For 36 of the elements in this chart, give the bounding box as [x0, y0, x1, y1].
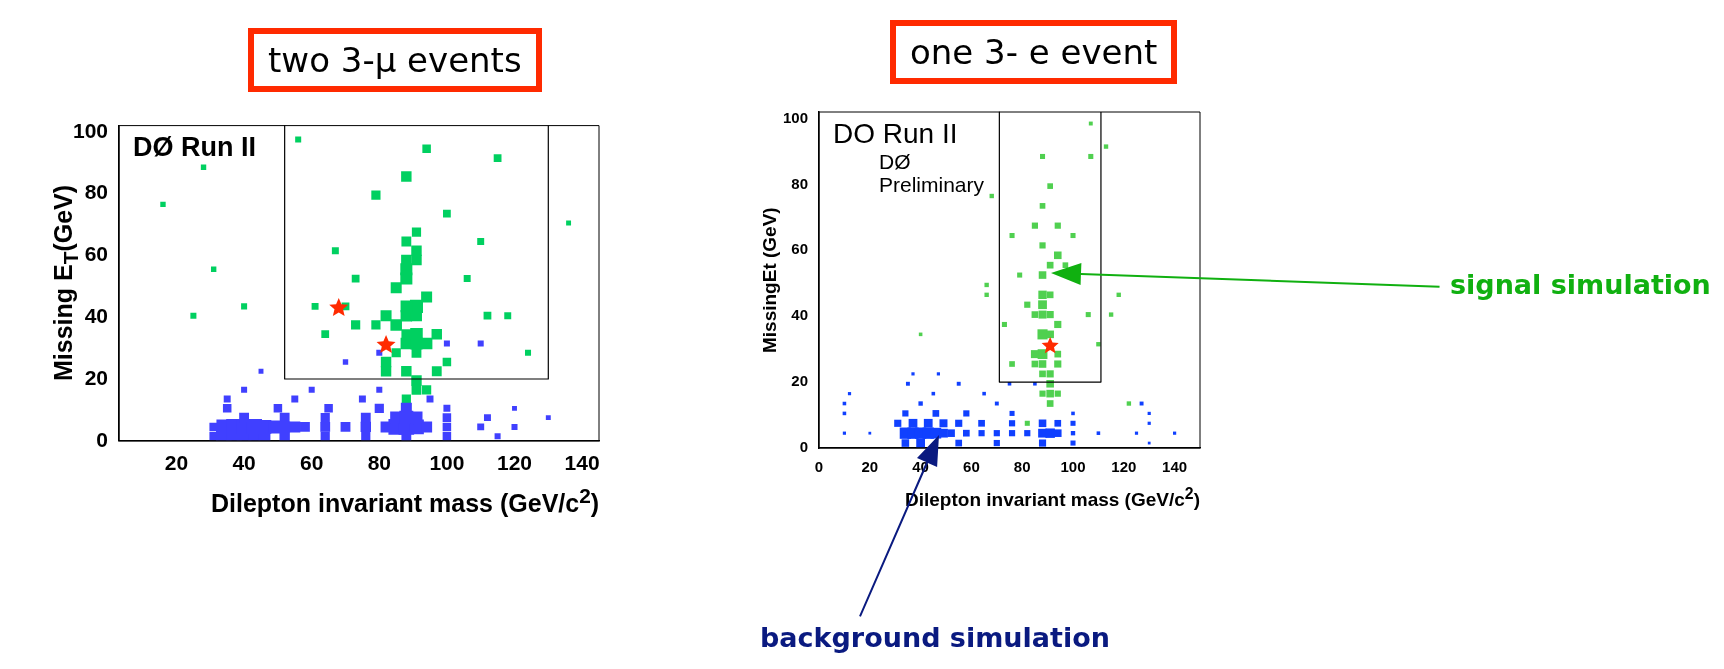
text: background simulation: [760, 622, 1110, 653]
y-tick-label: 80: [84, 180, 109, 204]
y-tick-label: 40: [84, 303, 109, 327]
x-tick-label: 40: [232, 451, 256, 475]
y-tick-label: 80: [791, 174, 809, 192]
x-tick-label: 60: [300, 451, 324, 475]
x-axis-title: Dilepton invariant mass (GeV/c$^{2}$): [211, 483, 600, 519]
x-tick-label: 20: [164, 451, 189, 475]
y-axis-title: MissingEt (GeV): [759, 207, 781, 353]
y-tick-label: 40: [791, 306, 809, 324]
y-tick-label: 60: [791, 240, 809, 258]
x-tick-label: 80: [1013, 458, 1031, 476]
y-tick-label: 20: [791, 372, 809, 390]
y-tick-label: 60: [84, 242, 109, 266]
y-tick-label: 100: [72, 118, 109, 142]
annotation: DO Run II: [833, 118, 958, 150]
x-tick-label: 0: [814, 458, 824, 476]
chart-title: one 3- e event: [890, 20, 1178, 84]
annotation: Preliminary: [879, 173, 985, 197]
x-tick-label: 100: [429, 451, 465, 475]
annotation: DØ Run II: [133, 131, 257, 163]
x-tick-label: 60: [963, 458, 980, 476]
x-tick-label: 140: [1162, 458, 1188, 476]
x-tick-label: 100: [1060, 458, 1086, 476]
y-tick-label: 20: [84, 365, 109, 389]
x-tick-label: 80: [367, 451, 391, 475]
x-tick-label: 120: [496, 451, 533, 475]
x-tick-label: 20: [861, 458, 879, 476]
y-tick-label: 0: [799, 438, 809, 456]
chart-title: two 3-μ events: [248, 28, 542, 92]
y-tick-label: 100: [783, 108, 809, 126]
y-tick-label: 0: [96, 427, 109, 451]
x-tick-label: 120: [1111, 458, 1137, 476]
text: signal simulation: [1450, 269, 1711, 300]
x-tick-label: 140: [564, 451, 600, 475]
annotation: DØ: [879, 150, 911, 174]
